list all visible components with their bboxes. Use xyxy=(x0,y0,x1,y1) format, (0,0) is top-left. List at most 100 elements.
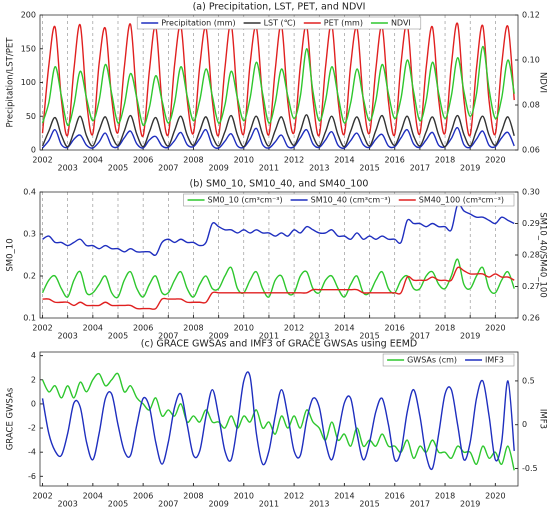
legend: SM0_10 (cm³cm⁻³) SM10_40 (cm³cm⁻³) SM40_10… xyxy=(183,193,515,207)
series-line xyxy=(41,114,515,148)
x-tick-label: 2016 xyxy=(385,492,405,501)
y-tick-label: 100 xyxy=(21,78,36,87)
x-tick-label: 2011 xyxy=(259,164,279,173)
y-tick-label: 50 xyxy=(26,112,36,121)
x-tick-label: 2004 xyxy=(83,324,103,333)
legend: Precipitation (mm) LST (℃) PET (mm) NDVI xyxy=(136,16,422,30)
panel-title: (a) Precipitation, LST, PET, and NDVI xyxy=(193,2,366,13)
legend-box xyxy=(136,16,422,30)
legend-label: NDVI xyxy=(391,19,411,28)
x-tick-label: 2003 xyxy=(57,500,77,509)
y2-axis-title: NDVI xyxy=(538,72,548,93)
x-tick-label: 2009 xyxy=(208,164,228,173)
legend-label: Precipitation (mm) xyxy=(161,19,235,28)
y-tick-label: 0.3 xyxy=(23,230,36,239)
x-tick-label: 2014 xyxy=(334,324,354,333)
x-tick-label: 2010 xyxy=(234,156,254,165)
x-tick-label: 2002 xyxy=(32,324,52,333)
x-tick-label: 2012 xyxy=(284,156,304,165)
x-tick-label: 2005 xyxy=(108,164,128,173)
x-tick-label: 2017 xyxy=(410,332,430,341)
x-tick-label: 2012 xyxy=(284,324,304,333)
x-tick-label: 2013 xyxy=(309,500,329,509)
x-tick-label: 2020 xyxy=(485,156,505,165)
x-tick-label: 2002 xyxy=(32,492,52,501)
y-tick-label: 150 xyxy=(21,44,36,53)
y-axis-title: GRACE GWSAs xyxy=(6,387,16,450)
legend-label: GWSAs (cm) xyxy=(407,356,457,365)
y-axis-title: Precipitation/LST/PET xyxy=(6,37,16,128)
x-tick-label: 2005 xyxy=(108,332,128,341)
x-tick-label: 2019 xyxy=(460,332,480,341)
x-tick-label: 2007 xyxy=(158,500,178,509)
series-line xyxy=(41,45,515,126)
series-line xyxy=(41,372,515,471)
y2-tick-label: -0.5 xyxy=(522,464,538,473)
y2-tick-label: 0.29 xyxy=(522,219,540,228)
x-tick-label: 2017 xyxy=(410,500,430,509)
y-axis-title: SM0_10 xyxy=(6,238,16,271)
y2-tick-label: 0.30 xyxy=(522,188,540,197)
x-tick-label: 2006 xyxy=(133,324,153,333)
x-tick-label: 2009 xyxy=(208,500,228,509)
y2-tick-label: 0.10 xyxy=(522,56,540,65)
x-tick-label: 2020 xyxy=(485,324,505,333)
panel-title: (c) GRACE GWSAs and IMF3 of GRACE GWSAs … xyxy=(141,339,417,350)
series-line xyxy=(41,127,515,149)
y-tick-label: 200 xyxy=(21,11,36,20)
y-tick-label: 0.2 xyxy=(23,272,36,281)
x-tick-label: 2003 xyxy=(57,332,77,341)
plot-frame xyxy=(39,14,519,151)
x-tick-label: 2003 xyxy=(57,164,77,173)
plot-frame xyxy=(39,351,519,487)
x-tick-label: 2015 xyxy=(359,500,379,509)
y-tick-label: 2 xyxy=(31,375,36,384)
y2-axis-title: SM10_40/SM40_100 xyxy=(538,212,548,298)
y2-tick-label: 0.06 xyxy=(522,146,540,155)
legend-label: SM0_10 (cm³cm⁻³) xyxy=(208,196,283,205)
x-tick-label: 2014 xyxy=(334,156,354,165)
x-tick-label: 2008 xyxy=(183,324,203,333)
x-tick-label: 2018 xyxy=(435,492,455,501)
series-line xyxy=(42,203,515,257)
legend-label: LST (℃) xyxy=(264,19,296,28)
legend-box xyxy=(382,353,515,367)
x-tick-label: 2013 xyxy=(309,332,329,341)
y-tick-label: -6 xyxy=(28,472,36,481)
y-tick-label: 4 xyxy=(31,351,36,360)
x-tick-label: 2002 xyxy=(32,156,52,165)
x-tick-label: 2014 xyxy=(334,492,354,501)
y2-tick-label: 0.28 xyxy=(522,251,540,260)
y-tick-label: 0.1 xyxy=(23,314,36,323)
x-tick-label: 2019 xyxy=(460,164,480,173)
y2-axis-title: IMF3 xyxy=(538,409,548,429)
x-tick-label: 2008 xyxy=(183,156,203,165)
y-tick-label: 0 xyxy=(31,399,36,408)
x-tick-label: 2005 xyxy=(108,500,128,509)
x-tick-label: 2006 xyxy=(133,492,153,501)
series-line xyxy=(41,22,515,138)
y2-tick-label: 0.12 xyxy=(522,11,540,20)
y2-tick-label: 0.27 xyxy=(522,282,540,291)
legend: GWSAs (cm) IMF3 xyxy=(382,353,515,367)
legend-box xyxy=(183,193,515,207)
legend-label: SM40_100 (cm³cm⁻³) xyxy=(419,196,504,205)
x-tick-label: 2004 xyxy=(83,492,103,501)
x-tick-label: 2016 xyxy=(385,324,405,333)
y2-tick-label: 0.26 xyxy=(522,314,540,323)
x-tick-label: 2020 xyxy=(485,492,505,501)
series-line xyxy=(42,266,515,310)
x-tick-label: 2016 xyxy=(385,156,405,165)
y2-tick-label: 0.08 xyxy=(522,101,540,110)
y-tick-label: -4 xyxy=(28,448,36,457)
x-tick-label: 2017 xyxy=(410,164,430,173)
x-tick-label: 2019 xyxy=(460,500,480,509)
panel-title: (b) SM0_10, SM10_40, and SM40_100 xyxy=(190,179,369,190)
x-tick-label: 2009 xyxy=(208,332,228,341)
x-tick-label: 2012 xyxy=(284,492,304,501)
y-tick-label: 0 xyxy=(31,146,36,155)
x-tick-label: 2006 xyxy=(133,156,153,165)
series-line xyxy=(41,371,515,471)
